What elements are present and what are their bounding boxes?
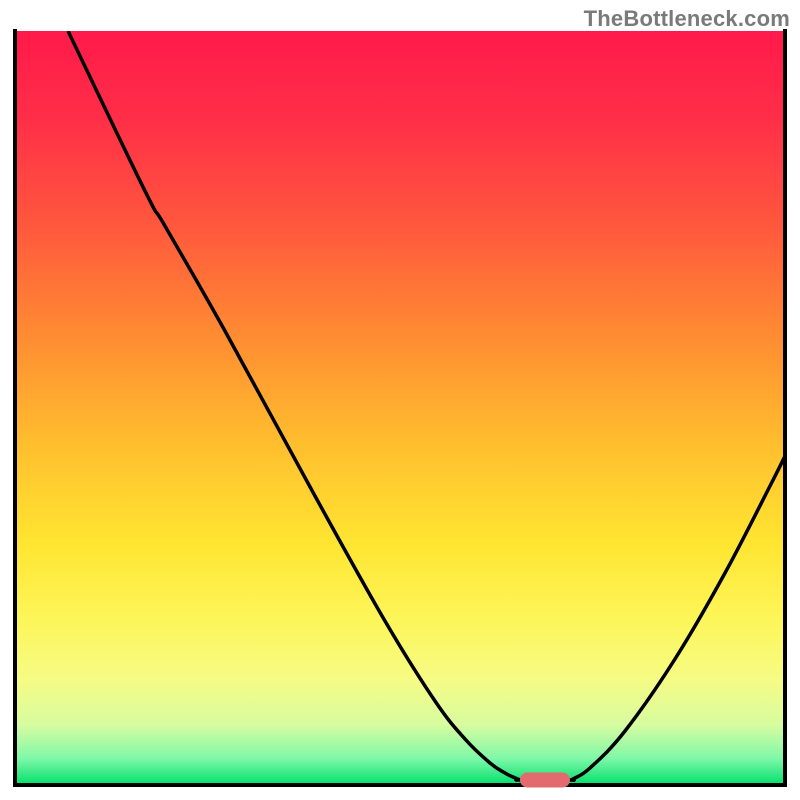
- chart-stage: [0, 0, 800, 800]
- bottleneck-curve-chart: [0, 0, 800, 800]
- optimum-marker: [520, 773, 570, 788]
- chart-background-gradient: [15, 31, 785, 785]
